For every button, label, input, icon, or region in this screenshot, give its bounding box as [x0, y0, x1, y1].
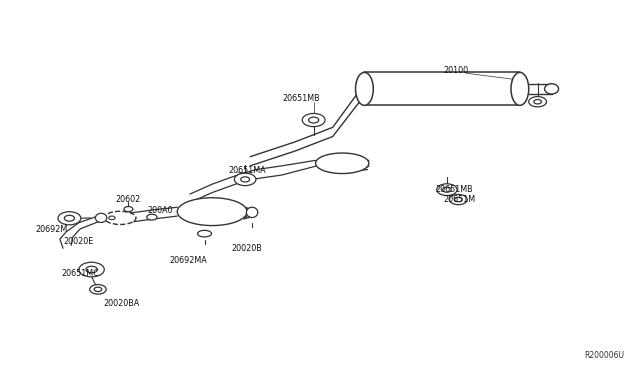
- Circle shape: [241, 177, 250, 182]
- Circle shape: [449, 195, 467, 205]
- Text: 20020B: 20020B: [231, 244, 262, 253]
- Text: 20651MA: 20651MA: [228, 166, 266, 175]
- Circle shape: [436, 184, 457, 196]
- Text: 20100: 20100: [444, 66, 469, 75]
- Text: 20692MA: 20692MA: [170, 256, 207, 264]
- Circle shape: [442, 187, 451, 192]
- Text: R200006U: R200006U: [584, 351, 625, 360]
- Text: 20602: 20602: [116, 195, 141, 205]
- Circle shape: [90, 285, 106, 294]
- Circle shape: [308, 117, 319, 123]
- Ellipse shape: [316, 153, 369, 174]
- Ellipse shape: [198, 230, 211, 237]
- Text: 200A0: 200A0: [147, 206, 173, 215]
- Ellipse shape: [104, 211, 136, 224]
- Circle shape: [94, 287, 102, 292]
- Ellipse shape: [246, 207, 258, 218]
- Text: 20020E: 20020E: [63, 237, 93, 246]
- Ellipse shape: [177, 198, 247, 225]
- Circle shape: [109, 216, 115, 220]
- Circle shape: [234, 173, 256, 186]
- Circle shape: [86, 266, 97, 273]
- Circle shape: [454, 198, 462, 202]
- Text: 20651MB: 20651MB: [282, 94, 319, 103]
- Text: 20692M: 20692M: [36, 225, 68, 234]
- Text: 20651M: 20651M: [443, 195, 476, 204]
- Text: 20651MC: 20651MC: [62, 269, 100, 278]
- Text: 20651MB: 20651MB: [435, 185, 473, 194]
- Text: 20020BA: 20020BA: [103, 299, 140, 308]
- Ellipse shape: [545, 84, 559, 94]
- Circle shape: [302, 113, 325, 126]
- Ellipse shape: [95, 213, 107, 222]
- Circle shape: [79, 262, 104, 277]
- Ellipse shape: [511, 73, 529, 105]
- Circle shape: [534, 100, 541, 104]
- Ellipse shape: [356, 73, 373, 105]
- Circle shape: [124, 206, 133, 212]
- Circle shape: [147, 214, 157, 220]
- Circle shape: [529, 97, 547, 107]
- Circle shape: [58, 212, 81, 225]
- Circle shape: [64, 215, 74, 221]
